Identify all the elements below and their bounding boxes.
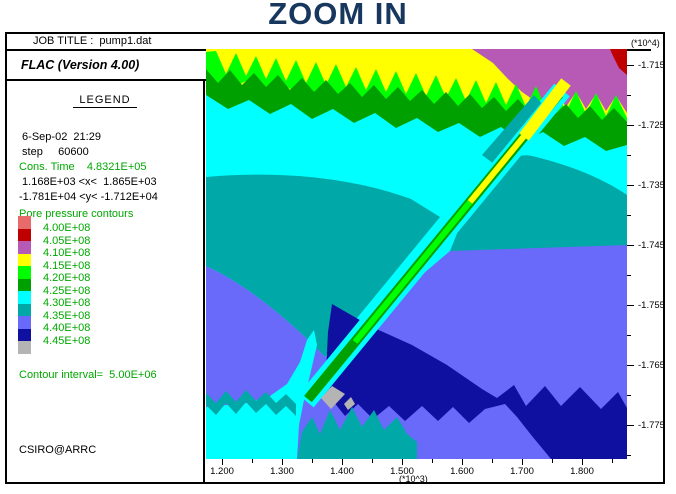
legend-swatches	[18, 216, 31, 354]
y-minor-tick	[627, 155, 631, 156]
legend-swatch	[18, 216, 31, 229]
legend-level-label: 4.35E+08	[43, 309, 91, 322]
y-minor-tick	[627, 335, 631, 336]
legend-level-label: 4.00E+08	[43, 222, 91, 234]
y-tick	[627, 65, 634, 66]
legend-swatch	[18, 241, 31, 254]
x-tick	[342, 459, 343, 465]
y-tick	[627, 245, 634, 246]
y-tick-label: -1.715	[638, 60, 665, 71]
x-tick-label: 1.500	[390, 466, 414, 477]
legend-x-range: 1.168E+03 <x< 1.865E+03	[19, 176, 157, 188]
x-minor-tick	[432, 459, 433, 463]
legend-datetime: 6-Sep-02 21:29	[19, 131, 101, 143]
y-tick	[627, 365, 634, 366]
page-title: ZOOM IN	[268, 0, 408, 31]
legend-contour-interval: Contour interval= 5.00E+06	[19, 369, 157, 381]
x-tick	[462, 459, 463, 465]
region-cyan-bottom-left	[206, 330, 317, 459]
legend-cons-time: Cons. Time 4.8321E+05	[19, 161, 147, 173]
legend-contours-title: Pore pressure contours	[19, 208, 134, 220]
flac-plot-frame: JOB TITLE : pump1.dat FLAC (Version 4.00…	[5, 32, 665, 484]
legend-level-label: 4.45E+08	[43, 334, 91, 347]
legend-swatch	[18, 303, 31, 316]
x-minor-tick	[372, 459, 373, 463]
x-tick-label: 1.700	[510, 466, 534, 477]
x-tick	[522, 459, 523, 465]
region-gray-patch-1	[321, 386, 345, 409]
band-core-green	[352, 200, 473, 344]
legend-level-label: 4.25E+08	[43, 284, 91, 297]
contour-plot-svg	[206, 49, 627, 459]
x-tick-label: 1.300	[270, 466, 294, 477]
app-version-box: FLAC (Version 4.00)	[7, 50, 219, 81]
x-minor-tick	[612, 459, 613, 463]
y-tick	[627, 125, 634, 126]
y-tick-label: -1.755	[638, 300, 665, 311]
x-tick	[282, 459, 283, 465]
legend-swatch	[18, 266, 31, 279]
x-minor-tick	[552, 459, 553, 463]
x-tick	[222, 459, 223, 465]
y-tick-label: -1.735	[638, 180, 665, 191]
legend-swatch	[18, 291, 31, 304]
legend-step: step 60600	[19, 146, 89, 158]
x-tick-label: 1.200	[210, 466, 234, 477]
legend-y-range: -1.781E+04 <y< -1.712E+04	[19, 191, 158, 203]
region-teal-zigzag	[206, 390, 296, 416]
y-minor-tick	[627, 455, 631, 456]
y-axis-unit: (*10^4)	[631, 38, 660, 48]
region-teal-bottom-blob	[297, 407, 417, 459]
x-tick-label: 1.400	[330, 466, 354, 477]
contour-plot	[206, 49, 627, 459]
y-tick-label: -1.775	[638, 420, 665, 431]
x-tick	[582, 459, 583, 465]
credit-label: CSIRO@ARRC	[19, 444, 97, 456]
x-tick-label: 1.600	[450, 466, 474, 477]
legend-swatch	[18, 341, 31, 354]
region-purple	[472, 49, 627, 113]
y-tick-label: -1.745	[638, 240, 665, 251]
legend-level-label: 4.30E+08	[43, 297, 91, 309]
x-minor-tick	[312, 459, 313, 463]
y-tick	[627, 305, 634, 306]
region-gray-patch-2	[344, 397, 355, 410]
legend-level-label: 4.20E+08	[43, 272, 91, 284]
y-tick	[627, 185, 634, 186]
band-teal-tongue	[482, 95, 544, 164]
legend-swatch	[18, 253, 31, 266]
region-navy	[326, 304, 627, 459]
legend-heading: LEGEND	[7, 94, 203, 108]
legend-swatch	[18, 316, 31, 329]
legend-swatch	[18, 228, 31, 241]
region-dark-red	[610, 49, 627, 75]
legend-level-label: 4.15E+08	[43, 259, 91, 272]
legend-swatch	[18, 328, 31, 341]
legend-level-label: 4.10E+08	[43, 247, 91, 259]
legend-panel: LEGEND 6-Sep-02 21:29 step 60600 Cons. T…	[7, 81, 205, 482]
y-tick	[627, 425, 634, 426]
y-tick-label: -1.765	[638, 360, 665, 371]
y-minor-tick	[627, 395, 631, 396]
legend-level-label: 4.05E+08	[43, 234, 91, 247]
x-minor-tick	[252, 459, 253, 463]
region-teal-left	[206, 174, 440, 357]
band-core-dark-green	[305, 340, 358, 401]
y-minor-tick	[627, 215, 631, 216]
legend-swatch	[18, 278, 31, 291]
legend-level-label: 4.40E+08	[43, 322, 91, 334]
y-minor-tick	[627, 275, 631, 276]
y-tick-label: -1.725	[638, 120, 665, 131]
y-minor-tick	[627, 95, 631, 96]
app-version-label: FLAC (Version 4.00)	[21, 57, 140, 72]
x-tick	[402, 459, 403, 465]
band-top-yellow-channel	[519, 78, 571, 141]
x-tick-label: 1.800	[570, 466, 594, 477]
x-axis-unit: (*10^3)	[399, 474, 428, 484]
x-minor-tick	[492, 459, 493, 463]
